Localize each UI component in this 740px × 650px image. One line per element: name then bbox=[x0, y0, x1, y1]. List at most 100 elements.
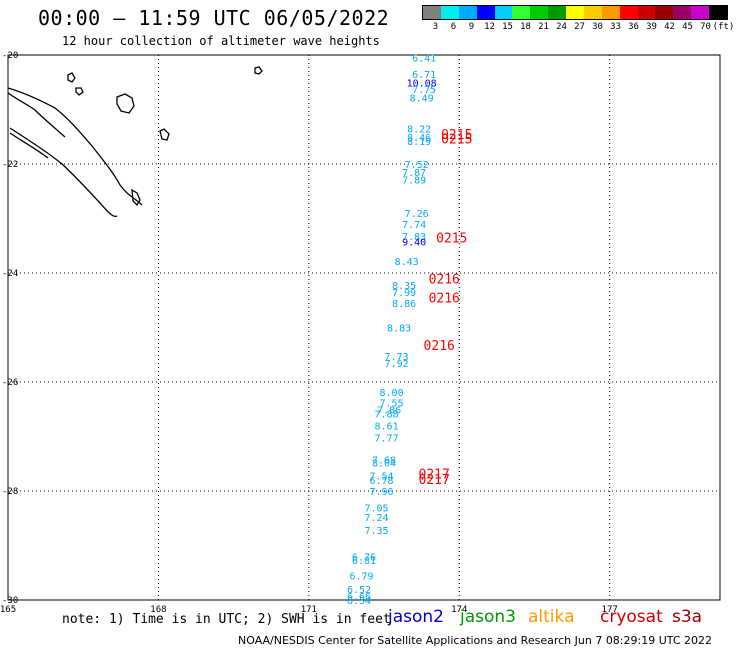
lat-tick-label: -20 bbox=[2, 51, 18, 61]
wave-height-label: 6.71 bbox=[412, 70, 436, 81]
axis-ticks: 165 168 171 174 177 -20 -22 -24 -26 -28 -30 bbox=[0, 51, 618, 615]
legend-tick-label: 18 bbox=[520, 22, 531, 32]
legend-swatch bbox=[691, 6, 709, 19]
wave-height-label: 8.86 bbox=[392, 299, 416, 310]
wave-height-label: 6.78 bbox=[370, 476, 394, 487]
pass-time-label: 0216 bbox=[424, 339, 455, 354]
legend-swatch bbox=[476, 6, 495, 19]
legend-swatch bbox=[530, 6, 549, 19]
legend-swatch bbox=[583, 6, 602, 19]
wave-height-label: 6.76 bbox=[352, 552, 376, 563]
lat-tick-label: -30 bbox=[2, 596, 18, 606]
wave-height-label: 8.49 bbox=[410, 94, 434, 105]
legend-tick-label: 6 bbox=[450, 22, 457, 32]
pass-time-label: 0216 bbox=[429, 272, 460, 287]
lat-tick-label: -22 bbox=[2, 160, 18, 170]
legend-swatch bbox=[601, 6, 620, 19]
legend-tick-label: 39 bbox=[646, 22, 657, 32]
wave-height-label: 7.75 bbox=[412, 85, 436, 96]
wave-height-label: 7.73 bbox=[385, 352, 409, 363]
footer-note: note: 1) Time is in UTC; 2) SWH is in fe… bbox=[62, 612, 391, 627]
legend-tick-label: 24 bbox=[556, 22, 567, 32]
wave-height-label: 8.83 bbox=[387, 324, 411, 335]
wave-height-label: 7.26 bbox=[405, 209, 429, 220]
satellite-jason2: jason2 bbox=[388, 607, 444, 627]
lon-tick-label: 165 bbox=[0, 605, 16, 615]
legend-ticks: 3 6 9 12 15 18 21 24 27 30 33 36 39 42 45 70 (ft) bbox=[422, 20, 735, 32]
wave-height-label: 7.74 bbox=[402, 220, 426, 231]
wave-height-label: 7.52 bbox=[405, 160, 429, 171]
legend-tick-label: 45 bbox=[682, 22, 693, 32]
wave-height-label: 8.04 bbox=[372, 459, 396, 470]
wave-height-label: 7.86 bbox=[377, 405, 401, 416]
legend-tick-label: 21 bbox=[538, 22, 549, 32]
wave-height-label: 6.66 bbox=[347, 592, 371, 603]
lon-tick-label: 171 bbox=[301, 605, 317, 615]
lat-tick-label: -26 bbox=[2, 378, 18, 388]
wave-height-label: 7.77 bbox=[375, 434, 399, 445]
map-title: 00:00 – 11:59 UTC 06/05/2022 bbox=[38, 6, 390, 30]
wave-height-label: 6.41 bbox=[412, 54, 436, 65]
pass-time-label: 0216 bbox=[429, 292, 460, 307]
legend-tick-label: 36 bbox=[628, 22, 639, 32]
satellite-jason3: jason3 bbox=[460, 607, 516, 627]
legend-tick-label: 33 bbox=[610, 22, 621, 32]
wave-height-label: 7.24 bbox=[364, 513, 388, 524]
wave-height-label: 7.88 bbox=[375, 410, 399, 421]
satellite-s3a: s3a bbox=[672, 607, 703, 627]
legend-swatch bbox=[512, 6, 531, 19]
lat-tick-label: -24 bbox=[2, 269, 18, 279]
legend-tick-label: 15 bbox=[502, 22, 513, 32]
pass-time-label: 0217 bbox=[419, 468, 450, 483]
satellite-altika: altika bbox=[528, 607, 575, 627]
legend-tick-label: 27 bbox=[574, 22, 585, 32]
wave-height-label: 6.81 bbox=[352, 556, 376, 567]
wave-height-label: 8.00 bbox=[380, 388, 404, 399]
wave-height-label: 7.54 bbox=[370, 472, 394, 483]
legend-swatch bbox=[458, 6, 477, 19]
legend-swatch bbox=[619, 6, 638, 19]
lon-tick-label: 168 bbox=[150, 605, 166, 615]
wave-height-label: 7.92 bbox=[385, 359, 409, 370]
legend-tick-label: 30 bbox=[592, 22, 603, 32]
map-subtitle: 12 hour collection of altimeter wave hei… bbox=[62, 34, 380, 48]
legend-tick-label: (ft) bbox=[712, 22, 735, 32]
wave-height-label: 7.55 bbox=[380, 399, 404, 410]
wave-height-label: 6.34 bbox=[347, 596, 371, 607]
legend-swatch bbox=[655, 6, 674, 19]
wave-height-label: 6.79 bbox=[349, 571, 373, 582]
pass-time-label: 0215 bbox=[436, 232, 467, 247]
legend-tick-label: 70 bbox=[700, 22, 711, 32]
wave-height-label: 10.08 bbox=[407, 78, 437, 89]
wave-height-label: 7.99 bbox=[392, 288, 416, 299]
wave-height-label: 8.35 bbox=[392, 281, 416, 292]
wave-height-label: 8.43 bbox=[395, 257, 419, 268]
legend-swatch bbox=[709, 6, 727, 19]
legend-swatch bbox=[423, 6, 441, 19]
pass-time-label: 0215 bbox=[441, 132, 472, 147]
lon-tick-label: 174 bbox=[451, 605, 467, 615]
credit-line: NOAA/NESDIS Center for Satellite Applica… bbox=[238, 634, 713, 647]
legend-tick-label: 12 bbox=[484, 22, 495, 32]
wave-height-label: 8.61 bbox=[375, 422, 399, 433]
coastline-new-caledonia bbox=[7, 66, 263, 218]
wave-height-label: 8.22 bbox=[407, 125, 431, 136]
wave-height-labels: 6.416.7110.087.758.498.228.468.197.527.8… bbox=[347, 54, 437, 607]
legend-swatches bbox=[422, 5, 728, 20]
wave-height-label: 7.05 bbox=[364, 503, 388, 514]
wave-height-label: 8.46 bbox=[407, 133, 431, 144]
map-frame bbox=[7, 54, 721, 601]
wave-height-label: 7.87 bbox=[402, 168, 426, 179]
legend-swatch bbox=[548, 6, 566, 19]
wave-height-label: 7.68 bbox=[372, 455, 396, 466]
legend-tick-label: 3 bbox=[432, 22, 439, 32]
color-legend: 3 6 9 12 15 18 21 24 27 30 33 36 39 42 45 70 (ft) bbox=[422, 5, 735, 32]
wave-height-label: 6.52 bbox=[347, 585, 371, 596]
pass-time-label: 0217 bbox=[419, 473, 450, 488]
legend-swatch bbox=[637, 6, 656, 19]
lat-tick-label: -28 bbox=[2, 487, 18, 497]
pass-time-label: 0215 bbox=[441, 128, 472, 143]
legend-swatch bbox=[494, 6, 513, 19]
wave-height-label: 9.40 bbox=[402, 237, 426, 248]
